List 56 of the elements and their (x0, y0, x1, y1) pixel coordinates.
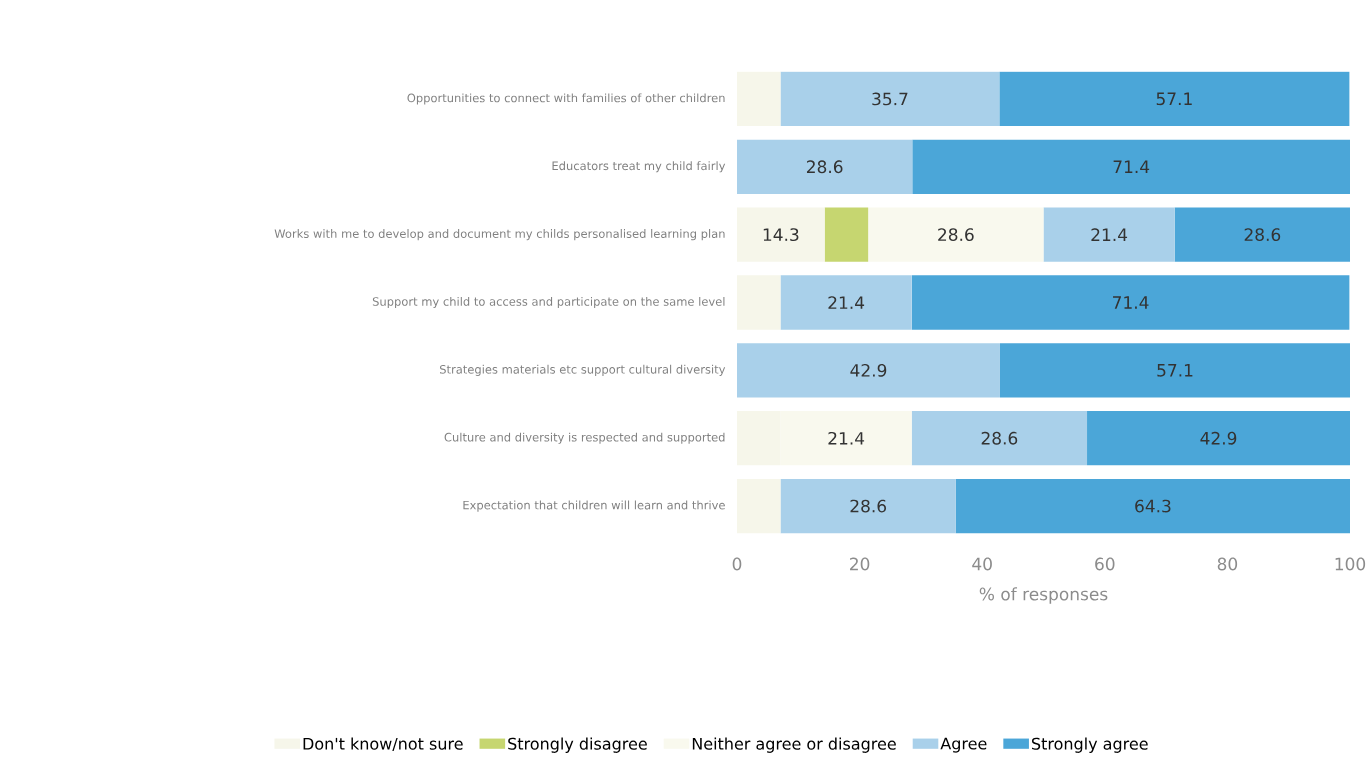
bar (1043, 207, 1175, 262)
bar (737, 478, 781, 534)
x-axis-title: % of responses (979, 587, 1108, 604)
bar (911, 411, 1088, 466)
data-label: 28.6 (981, 431, 1018, 445)
bar (780, 275, 912, 330)
x-tick-label: 20 (850, 557, 870, 571)
bar (999, 343, 1350, 398)
bar (824, 207, 869, 262)
data-label: 28.6 (938, 228, 974, 242)
data-label: 21.4 (828, 296, 865, 309)
x-tick-label: 40 (972, 557, 992, 571)
data-label: 35.7 (872, 92, 908, 106)
data-label: 21.4 (1091, 228, 1128, 241)
bar (737, 139, 913, 194)
legend-label: Agree (940, 737, 987, 753)
bar (911, 275, 1350, 330)
bar (955, 478, 1350, 534)
bar (1174, 207, 1350, 262)
y-tick-label: Works with me to develop and document my childs personalised learning plan (274, 229, 725, 241)
bar (737, 207, 825, 262)
data-label: 42.9 (1200, 431, 1237, 445)
bar (1087, 411, 1350, 466)
x-tick-label: 60 (1095, 557, 1115, 571)
y-tick-label: Expectation that children will learn and thrive (463, 500, 725, 512)
bar (737, 71, 781, 127)
data-label: 42.9 (850, 363, 887, 377)
bar (999, 71, 1350, 127)
legend-label: Strongly disagree (508, 737, 647, 753)
bar (737, 275, 781, 330)
bar (737, 343, 1000, 398)
x-tick-label: 0 (732, 557, 742, 571)
data-label: 64.3 (1135, 499, 1171, 513)
y-tick-label: Educators treat my child fairly (552, 161, 726, 173)
y-tick-label: Culture and diversity is respected and supported (444, 432, 725, 444)
data-label: 28.6 (1244, 228, 1281, 242)
legend-label: Neither agree or disagree (692, 737, 896, 753)
data-label: 57.1 (1157, 364, 1193, 377)
x-tick-label: 80 (1217, 557, 1238, 571)
data-label: 21.4 (828, 431, 865, 445)
bar (868, 207, 1044, 262)
data-label: 71.4 (1113, 296, 1149, 309)
bar (780, 71, 1000, 127)
y-tick-label: Opportunities to connect with families of other children (407, 93, 725, 105)
y-tick-label: Support my child to access and participate on the same level (372, 296, 725, 309)
bar (912, 139, 1350, 194)
x-tick-label: 100 (1335, 557, 1366, 571)
legend-label: Don't know/not sure (303, 737, 463, 752)
data-label: 14.3 (763, 228, 799, 242)
data-label: 71.4 (1113, 160, 1150, 173)
data-label: 57.1 (1156, 92, 1192, 106)
legend-label: Strongly agree (1031, 737, 1148, 753)
data-label: 28.6 (806, 160, 843, 174)
y-tick-label: Strategies materials etc support cultural diversity (439, 364, 726, 376)
bar (780, 478, 956, 534)
data-label: 28.6 (850, 499, 887, 513)
